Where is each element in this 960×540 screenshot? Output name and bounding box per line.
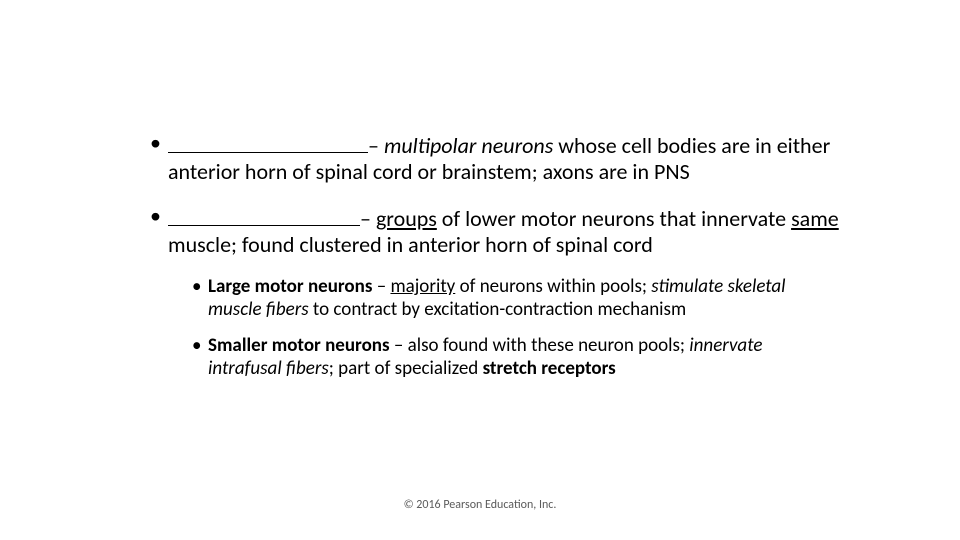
text-run: – also found with these neuron pools; bbox=[390, 334, 690, 357]
fill-in-blank bbox=[168, 203, 360, 226]
bullet-marker: • bbox=[192, 335, 208, 381]
fill-in-blank bbox=[168, 130, 368, 153]
bullet-level2: •Smaller motor neurons – also found with… bbox=[192, 335, 840, 381]
bullet-marker: • bbox=[150, 130, 168, 185]
text-run: groups bbox=[376, 205, 437, 232]
bullet-text: Large motor neurons – majority of neuron… bbox=[208, 276, 840, 322]
text-run: of neurons within pools; bbox=[455, 275, 651, 298]
text-run: Large motor neurons bbox=[208, 275, 372, 298]
bullet-text: – groups of lower motor neurons that inn… bbox=[168, 203, 840, 258]
text-run: to contract by excitation-contraction me… bbox=[309, 298, 687, 321]
bullet-level2: •Large motor neurons – majority of neuro… bbox=[192, 276, 840, 322]
text-run: – bbox=[368, 132, 384, 159]
copyright-text: © 2016 Pearson Education, Inc. bbox=[0, 498, 960, 512]
bullet-text: Smaller motor neurons – also found with … bbox=[208, 335, 840, 381]
bullet-level1: •– multipolar neurons whose cell bodies … bbox=[150, 130, 840, 185]
bullet-marker: • bbox=[150, 203, 168, 258]
bullet-marker: • bbox=[192, 276, 208, 322]
text-run: multipolar neurons bbox=[384, 132, 553, 159]
bullet-text: – multipolar neurons whose cell bodies a… bbox=[168, 130, 840, 185]
text-run: of lower motor neurons that innervate bbox=[437, 205, 791, 232]
text-run: muscle; found clustered in anterior horn… bbox=[168, 231, 653, 258]
text-run: majority bbox=[390, 275, 455, 298]
bullet-level1: •– groups of lower motor neurons that in… bbox=[150, 203, 840, 258]
slide-content: •– multipolar neurons whose cell bodies … bbox=[150, 130, 840, 395]
text-run: Smaller motor neurons bbox=[208, 334, 390, 357]
text-run: ; part of specialized bbox=[329, 357, 483, 380]
slide: •– multipolar neurons whose cell bodies … bbox=[0, 0, 960, 540]
text-run: – bbox=[372, 275, 390, 298]
text-run: stretch receptors bbox=[483, 357, 616, 380]
text-run: – bbox=[360, 205, 376, 232]
text-run: same bbox=[791, 205, 839, 232]
